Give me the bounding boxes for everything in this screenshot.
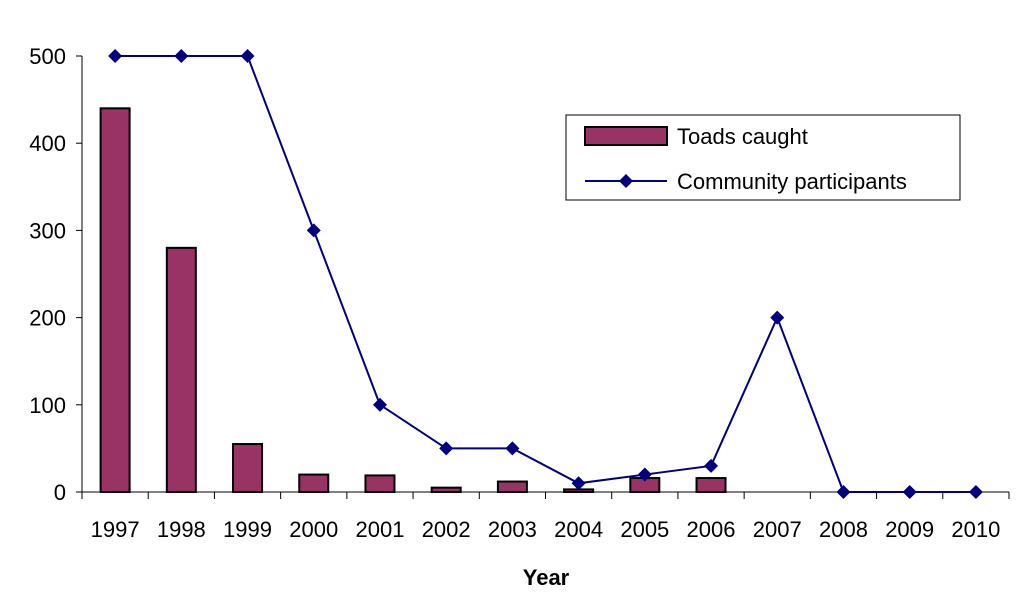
legend-marker-line — [619, 174, 633, 188]
x-tick-label: 2006 — [687, 517, 736, 542]
x-tick-label: 2008 — [819, 517, 868, 542]
point-2002 — [439, 441, 454, 456]
y-tick-label: 400 — [29, 131, 66, 156]
x-tick-label: 1997 — [91, 517, 140, 542]
y-tick-label: 0 — [54, 480, 66, 505]
x-tick-label: 2010 — [951, 517, 1000, 542]
y-tick-label: 500 — [29, 44, 66, 69]
bar-2001 — [364, 474, 396, 494]
x-tick-label: 2000 — [289, 517, 338, 542]
point-2005 — [637, 467, 652, 482]
y-tick-label: 200 — [29, 306, 66, 331]
legend-swatch-bar — [584, 126, 668, 146]
legend-label-bar: Toads caught — [677, 124, 808, 149]
x-tick-label: 2001 — [355, 517, 404, 542]
x-tick-label: 1998 — [157, 517, 206, 542]
point-2008 — [836, 485, 851, 499]
y-tick-label: 300 — [29, 218, 66, 243]
legend: Toads caught Community participants — [565, 114, 961, 201]
bar-1997 — [99, 107, 131, 493]
x-tick-label: 1999 — [223, 517, 272, 542]
x-tick-label: 2002 — [422, 517, 471, 542]
point-2010 — [968, 485, 983, 499]
x-tick-label: 2007 — [753, 517, 802, 542]
point-1999 — [240, 49, 255, 63]
series-line — [115, 55, 976, 493]
bar-1998 — [165, 246, 197, 493]
x-axis-title: Year — [523, 565, 570, 590]
x-tick-label: 2004 — [554, 517, 603, 542]
bar-1999 — [232, 443, 264, 494]
point-2006 — [704, 458, 719, 473]
legend-label-line: Community participants — [677, 169, 907, 194]
point-2000 — [306, 223, 321, 238]
point-2003 — [505, 441, 520, 456]
x-tick-label: 2005 — [620, 517, 669, 542]
x-tick-label: 2009 — [885, 517, 934, 542]
point-2009 — [902, 485, 917, 499]
bar-2002 — [430, 486, 462, 494]
bar-2003 — [496, 480, 528, 494]
point-1998 — [174, 49, 189, 63]
x-tick-label: 2003 — [488, 517, 537, 542]
bar-2006 — [695, 477, 727, 494]
point-2004 — [571, 476, 586, 491]
point-1997 — [108, 49, 123, 63]
point-2007 — [770, 310, 785, 325]
bar-2000 — [298, 473, 330, 493]
y-tick-label: 100 — [29, 393, 66, 418]
point-2001 — [372, 397, 387, 412]
